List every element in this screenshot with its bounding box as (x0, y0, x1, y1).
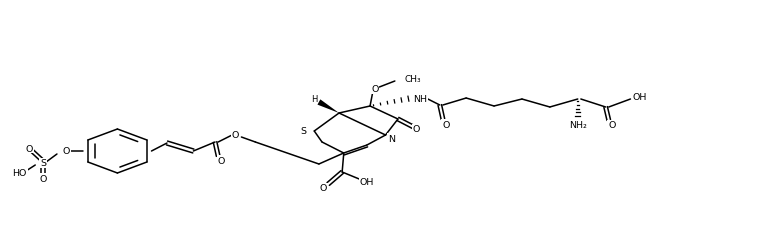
Text: S: S (300, 127, 307, 136)
Text: HO: HO (13, 169, 27, 178)
Text: O: O (39, 174, 47, 183)
Text: O: O (231, 131, 239, 140)
Text: OH: OH (360, 178, 374, 187)
Polygon shape (317, 100, 339, 114)
Text: O: O (371, 85, 378, 94)
Text: NH: NH (413, 94, 427, 103)
Text: O: O (443, 120, 450, 129)
Text: NH₂: NH₂ (569, 120, 586, 129)
Text: OH: OH (633, 92, 647, 101)
Text: O: O (413, 125, 420, 134)
Text: N: N (388, 134, 395, 143)
Text: H: H (311, 94, 317, 103)
Text: CH₃: CH₃ (404, 74, 421, 83)
Text: O: O (320, 184, 327, 193)
Text: O: O (217, 156, 225, 165)
Text: O: O (25, 144, 33, 153)
Text: O: O (608, 121, 615, 130)
Text: S: S (40, 159, 46, 168)
Text: O: O (63, 147, 70, 156)
